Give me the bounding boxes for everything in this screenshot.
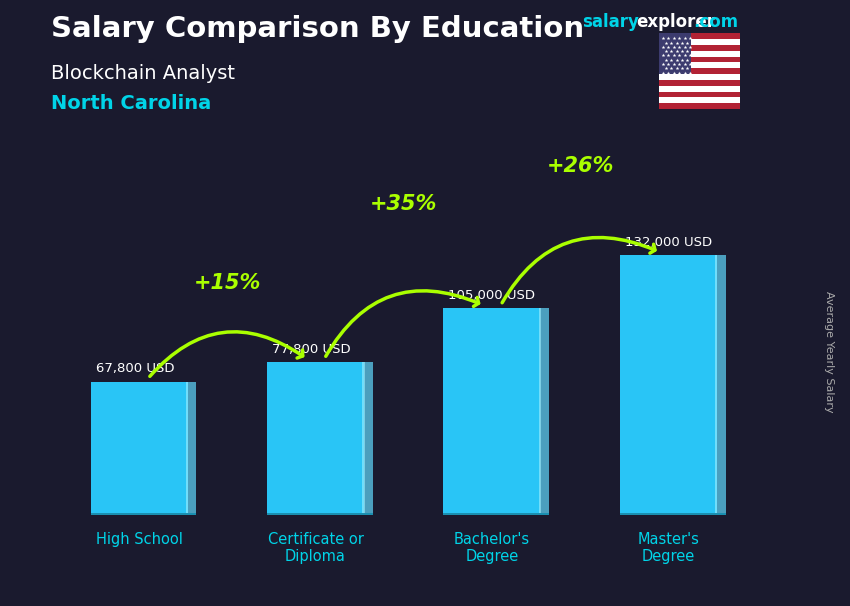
Text: 132,000 USD: 132,000 USD xyxy=(625,236,711,249)
Bar xyxy=(717,255,726,515)
Bar xyxy=(444,513,549,515)
Text: +35%: +35% xyxy=(370,194,438,214)
Bar xyxy=(659,33,691,74)
Text: 105,000 USD: 105,000 USD xyxy=(448,289,536,302)
Bar xyxy=(267,513,373,515)
Bar xyxy=(362,362,365,515)
Bar xyxy=(659,92,740,98)
Bar xyxy=(539,308,541,515)
Text: salary: salary xyxy=(582,13,639,32)
Bar xyxy=(659,56,740,62)
Bar xyxy=(659,51,740,56)
Bar xyxy=(364,362,373,515)
Bar xyxy=(267,362,364,515)
Bar xyxy=(659,62,740,68)
Text: Blockchain Analyst: Blockchain Analyst xyxy=(51,64,235,82)
Bar xyxy=(186,382,188,515)
Bar xyxy=(659,39,740,45)
Bar xyxy=(659,45,740,51)
Text: explorer: explorer xyxy=(636,13,715,32)
Bar xyxy=(659,80,740,86)
Bar xyxy=(659,98,740,103)
Bar xyxy=(541,308,549,515)
Text: +15%: +15% xyxy=(194,273,261,293)
Text: Salary Comparison By Education: Salary Comparison By Education xyxy=(51,15,584,43)
Bar xyxy=(620,255,717,515)
Text: North Carolina: North Carolina xyxy=(51,94,212,113)
Text: 67,800 USD: 67,800 USD xyxy=(95,362,174,375)
Bar xyxy=(91,513,196,515)
Text: 77,800 USD: 77,800 USD xyxy=(272,342,350,356)
Bar xyxy=(659,74,740,80)
Text: +26%: +26% xyxy=(547,156,614,176)
Bar xyxy=(188,382,196,515)
Text: Average Yearly Salary: Average Yearly Salary xyxy=(824,291,834,412)
Bar xyxy=(659,103,740,109)
Bar xyxy=(91,382,188,515)
Bar xyxy=(715,255,717,515)
Text: .com: .com xyxy=(694,13,739,32)
Bar xyxy=(620,513,726,515)
Bar xyxy=(659,68,740,74)
Bar xyxy=(444,308,541,515)
Bar xyxy=(659,86,740,92)
Bar xyxy=(659,33,740,39)
